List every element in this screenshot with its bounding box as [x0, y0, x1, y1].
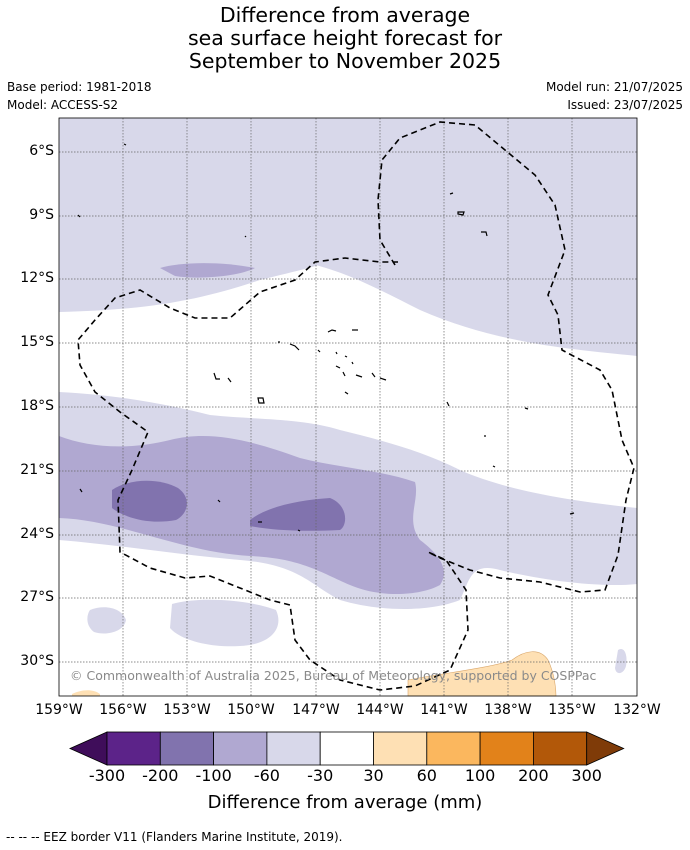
- model-run: Model run: 21/07/2025: [545, 80, 683, 94]
- colorbar-tick-label: -30: [307, 766, 334, 785]
- anomaly-band-west: [59, 205, 350, 312]
- colorbar-segment: [106, 731, 161, 766]
- lon-tick-label: 150°W: [227, 702, 275, 718]
- meta-right: Model run: 21/07/2025 Issued: 23/07/2025: [546, 78, 683, 114]
- lat-tick-label: 12°S: [20, 270, 54, 286]
- colorbar-segment: [266, 731, 321, 766]
- lon-tick-label: 132°W: [613, 702, 661, 718]
- colorbar-tick-label: -200: [142, 766, 179, 785]
- eez-boundary: [77, 121, 635, 691]
- colorbar-tick-label: 200: [518, 766, 549, 785]
- anomaly-positive-sw: [72, 690, 100, 696]
- title-line-2: sea surface height forecast for: [187, 26, 503, 50]
- lon-tick-label: 153°W: [163, 702, 211, 718]
- anomaly-band-deep: [59, 436, 444, 595]
- lon-tick-label: 147°W: [292, 702, 340, 718]
- colorbar-segment: [373, 731, 428, 766]
- lat-tick-label: 30°S: [20, 653, 54, 669]
- lon-tick-label: 135°W: [548, 702, 596, 718]
- anomaly-band-middle: [59, 341, 332, 368]
- lon-tick-label: 159°W: [35, 702, 83, 718]
- lat-tick-label: 15°S: [20, 334, 54, 350]
- anomaly-patch-se: [615, 648, 627, 674]
- colorbar-extension-low: [69, 731, 108, 766]
- colorbar-segment: [213, 731, 268, 766]
- model-name: Model: ACCESS-S2: [7, 98, 119, 112]
- colorbar: [69, 731, 625, 766]
- chart-title: Difference from average sea surface heig…: [0, 4, 690, 73]
- colorbar-segment: [426, 731, 481, 766]
- lon-tick-label: 138°W: [484, 702, 532, 718]
- meta-left: Base period: 1981-2018 Model: ACCESS-S2: [7, 78, 152, 114]
- colorbar-tick-label: -300: [88, 766, 126, 785]
- lat-tick-label: 24°S: [20, 526, 54, 542]
- lon-tick-label: 141°W: [420, 702, 468, 718]
- colorbar-tick-label: 100: [464, 766, 496, 785]
- lat-tick-label: 9°S: [29, 207, 54, 223]
- anomaly-positive-se: [407, 651, 557, 697]
- eez-footnote: -- -- -- EEZ border V11 (Flanders Marine…: [6, 830, 343, 844]
- anomaly-core-west: [112, 480, 187, 522]
- colorbar-segment: [319, 731, 374, 766]
- title-line-1: Difference from average: [219, 3, 471, 27]
- copyright-notice: © Commonwealth of Australia 2025, Bureau…: [70, 668, 597, 683]
- colorbar-segment: [533, 731, 588, 766]
- gridlines: [59, 118, 637, 696]
- title-line-3: September to November 2025: [188, 49, 502, 73]
- anomaly-patch-sw-1: [87, 607, 126, 634]
- anomaly-band-north: [59, 118, 637, 356]
- lon-tick-label: 156°W: [99, 702, 147, 718]
- lon-tick-label: 144°W: [356, 702, 404, 718]
- colorbar-segment: [479, 731, 534, 766]
- colorbar-tick-label: 30: [363, 766, 384, 785]
- lat-tick-label: 6°S: [29, 143, 54, 159]
- colorbar-extension-high: [586, 731, 625, 766]
- colorbar-tick-label: -100: [195, 766, 232, 785]
- anomaly-patch-north: [160, 263, 255, 278]
- colorbar-title: Difference from average (mm): [207, 792, 483, 813]
- anomaly-core-centre: [250, 498, 346, 531]
- issued-date: Issued: 23/07/2025: [567, 98, 683, 112]
- base-period: Base period: 1981-2018: [7, 80, 152, 94]
- lat-tick-label: 18°S: [20, 398, 54, 414]
- sea-height-anomaly-field: [59, 118, 637, 697]
- lat-tick-label: 21°S: [20, 462, 54, 478]
- colorbar-tick-label: -60: [253, 766, 280, 785]
- colorbar-tick-label: 300: [571, 766, 602, 785]
- lat-tick-label: 27°S: [20, 589, 54, 605]
- islands: [77, 143, 575, 532]
- map-frame: [58, 117, 638, 697]
- colorbar-tick-label: 60: [416, 766, 437, 785]
- colorbar-segment: [159, 731, 215, 766]
